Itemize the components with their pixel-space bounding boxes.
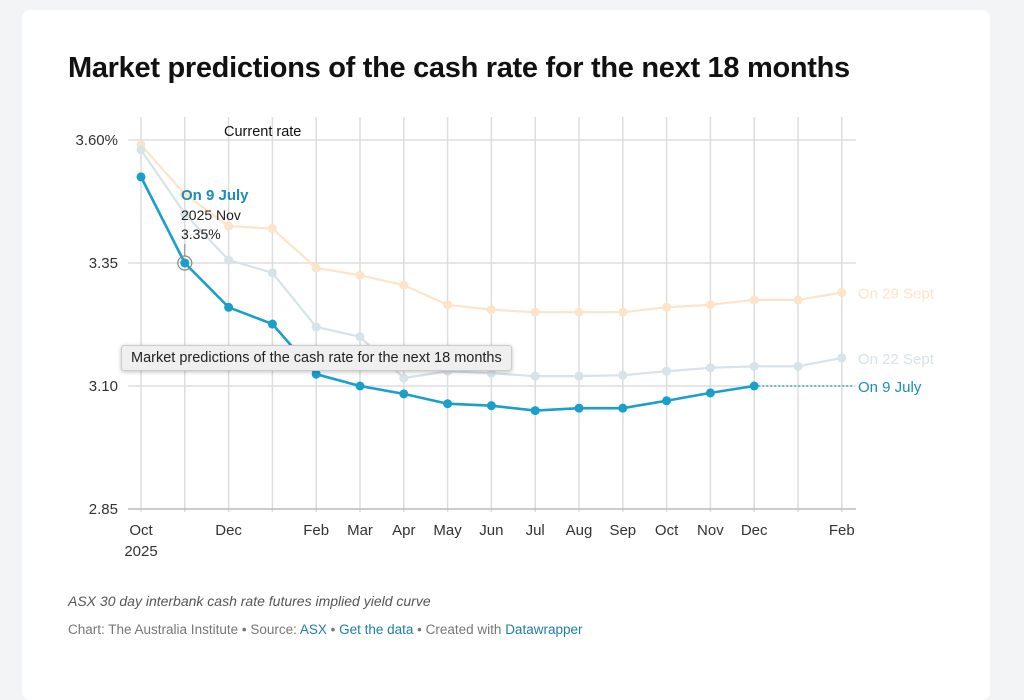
chart-footer: Chart: The Australia Institute • Source:… bbox=[68, 622, 582, 637]
data-point bbox=[837, 288, 847, 298]
x-tick-label: Feb bbox=[303, 522, 329, 539]
data-point bbox=[837, 353, 847, 363]
data-point bbox=[224, 302, 234, 312]
y-tick-label: 3.10 bbox=[89, 378, 118, 395]
data-point bbox=[355, 332, 365, 342]
data-point bbox=[705, 388, 715, 398]
data-point bbox=[399, 389, 409, 399]
data-point bbox=[793, 361, 803, 371]
series-on-29-sept: On 29 Sept bbox=[136, 140, 935, 317]
series-label: On 22 Sept bbox=[858, 351, 935, 368]
data-point bbox=[355, 270, 365, 280]
data-point bbox=[662, 396, 672, 406]
chart-credit: Chart: The Australia Institute bbox=[68, 622, 239, 637]
x-tick-label: Oct bbox=[655, 522, 679, 539]
x-tick-label: Jul bbox=[526, 522, 545, 539]
data-point bbox=[749, 295, 759, 305]
data-point bbox=[355, 381, 365, 391]
data-point bbox=[530, 371, 540, 381]
x-tick-label: Oct bbox=[129, 522, 153, 539]
source-link[interactable]: ASX bbox=[299, 622, 327, 637]
series-on-9-july: On 9 July bbox=[136, 172, 922, 416]
x-tick-label: Dec bbox=[215, 522, 242, 539]
data-point bbox=[224, 255, 234, 265]
x-tick-label: May bbox=[433, 522, 462, 539]
y-tick-label: 2.85 bbox=[89, 501, 118, 518]
data-point bbox=[136, 145, 146, 155]
current-rate-annotation: Current rate bbox=[224, 124, 301, 140]
sep: • Created with bbox=[413, 622, 506, 637]
hover-annotation: On 9 July bbox=[181, 187, 249, 204]
data-point bbox=[311, 369, 321, 379]
sep: • Source: bbox=[238, 622, 300, 637]
data-point bbox=[662, 366, 672, 376]
x-tick-year: 2025 bbox=[124, 543, 157, 560]
data-point bbox=[399, 280, 409, 290]
data-point bbox=[180, 189, 190, 199]
data-point bbox=[224, 221, 234, 231]
y-tick-label: 3.60% bbox=[75, 132, 118, 149]
data-point bbox=[705, 300, 715, 310]
x-tick-label: Apr bbox=[392, 522, 415, 539]
data-point bbox=[530, 406, 540, 416]
data-point bbox=[180, 209, 190, 219]
data-point bbox=[180, 258, 190, 268]
data-point bbox=[486, 305, 496, 315]
x-tick-label: Aug bbox=[566, 522, 593, 539]
data-point bbox=[399, 373, 409, 383]
data-point bbox=[749, 361, 759, 371]
line-chart: 3.60% 3.35 3.10 2.85 Oct Dec Feb Mar Apr May Jun Ju… bbox=[75, 117, 935, 560]
data-point bbox=[705, 363, 715, 373]
data-point bbox=[311, 263, 321, 273]
data-point bbox=[267, 268, 277, 278]
datawrapper-link[interactable]: Datawrapper bbox=[505, 622, 583, 637]
data-point bbox=[136, 172, 146, 182]
chart-title: Market predictions of the cash rate for … bbox=[68, 52, 850, 84]
x-tick-label: Feb bbox=[829, 522, 855, 539]
data-point bbox=[618, 403, 628, 413]
sep: • bbox=[326, 622, 340, 637]
data-point bbox=[267, 224, 277, 234]
data-point bbox=[267, 319, 277, 329]
x-tick-label: Jun bbox=[479, 522, 503, 539]
data-point bbox=[793, 295, 803, 305]
data-point bbox=[443, 300, 453, 310]
hover-annotation: 3.35% bbox=[181, 226, 221, 242]
hover-annotation: 2025 Nov bbox=[181, 207, 241, 223]
data-point bbox=[574, 403, 584, 413]
series-label: On 29 Sept bbox=[858, 286, 935, 303]
data-point bbox=[311, 322, 321, 332]
chart-note: ASX 30 day interbank cash rate futures i… bbox=[68, 593, 431, 609]
data-point bbox=[443, 399, 453, 409]
data-point bbox=[486, 401, 496, 411]
data-point bbox=[618, 370, 628, 380]
data-point bbox=[574, 371, 584, 381]
series-label: On 9 July bbox=[858, 379, 922, 396]
tooltip: Market predictions of the cash rate for … bbox=[121, 345, 512, 371]
y-tick-label: 3.35 bbox=[89, 255, 118, 272]
x-tick-label: Sep bbox=[609, 522, 636, 539]
x-tick-label: Nov bbox=[697, 522, 724, 539]
data-point bbox=[530, 307, 540, 317]
data-point bbox=[618, 307, 628, 317]
get-data-link[interactable]: Get the data bbox=[339, 622, 414, 637]
x-tick-label: Mar bbox=[347, 522, 373, 539]
data-point bbox=[574, 307, 584, 317]
data-point bbox=[662, 302, 672, 312]
x-tick-label: Dec bbox=[741, 522, 768, 539]
series-on-22-sept: On 22 Sept bbox=[136, 145, 935, 383]
